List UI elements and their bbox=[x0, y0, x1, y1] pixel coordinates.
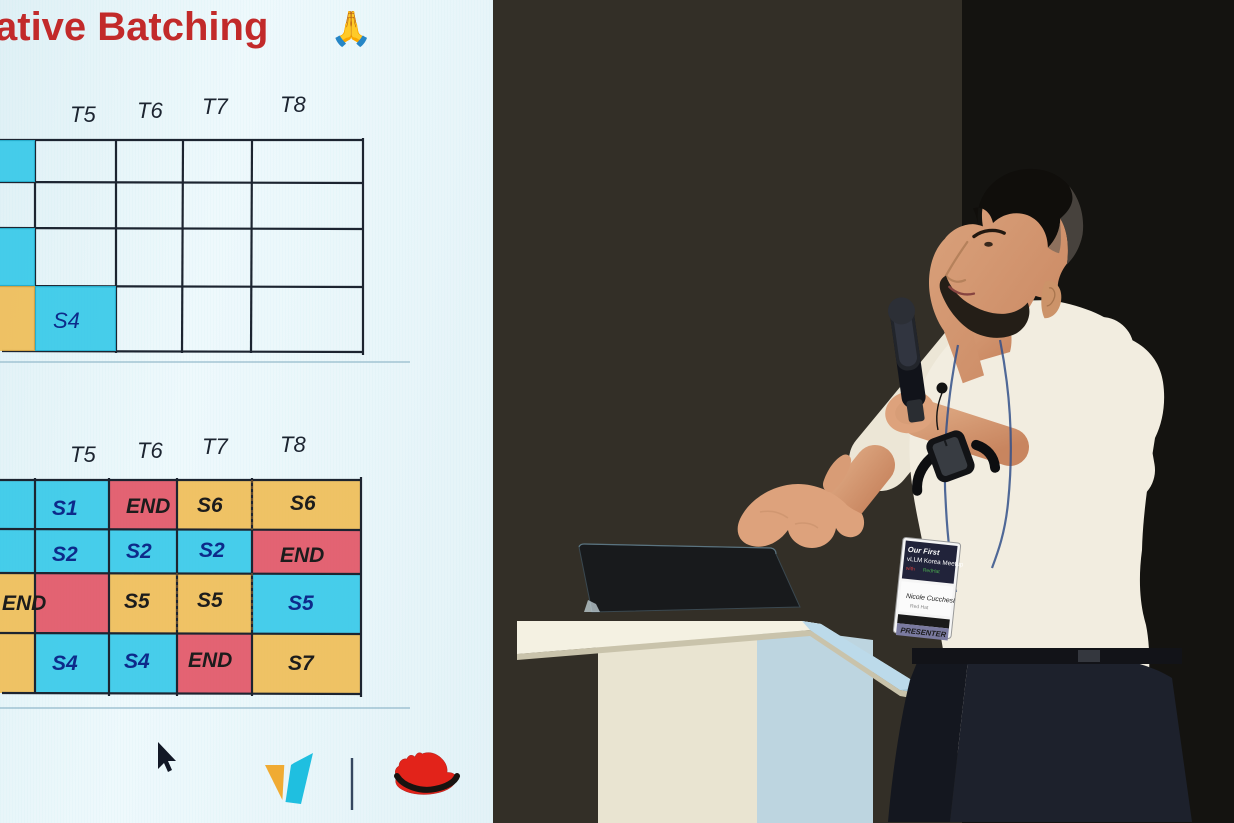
svg-text:T8: T8 bbox=[280, 432, 306, 457]
svg-text:ative Batching: ative Batching bbox=[0, 5, 268, 49]
svg-text:T6: T6 bbox=[137, 98, 163, 123]
svg-text:S6: S6 bbox=[197, 494, 223, 517]
svg-text:S6: S6 bbox=[290, 492, 316, 515]
svg-text:END: END bbox=[2, 592, 46, 615]
svg-text:S7: S7 bbox=[288, 652, 315, 675]
svg-text:S4: S4 bbox=[124, 650, 150, 673]
svg-text:S2: S2 bbox=[52, 543, 78, 566]
svg-text:S1: S1 bbox=[52, 497, 78, 520]
svg-text:T5: T5 bbox=[70, 102, 96, 127]
svg-text:T8: T8 bbox=[280, 92, 306, 117]
svg-text:END: END bbox=[188, 649, 232, 672]
svg-text:S4: S4 bbox=[53, 308, 80, 333]
svg-text:with: with bbox=[906, 566, 916, 573]
svg-text:S5: S5 bbox=[124, 590, 150, 613]
svg-text:S4: S4 bbox=[52, 652, 78, 675]
svg-text:T7: T7 bbox=[202, 434, 228, 459]
svg-text:🙏: 🙏 bbox=[330, 10, 372, 48]
svg-text:S5: S5 bbox=[197, 589, 223, 612]
svg-text:T7: T7 bbox=[202, 94, 228, 119]
svg-text:S5: S5 bbox=[288, 592, 314, 615]
svg-text:END: END bbox=[126, 495, 170, 518]
svg-text:END: END bbox=[280, 544, 324, 567]
svg-text:T6: T6 bbox=[137, 438, 163, 463]
svg-text:S2: S2 bbox=[126, 540, 152, 563]
svg-text:T5: T5 bbox=[70, 442, 96, 467]
svg-text:S2: S2 bbox=[199, 539, 225, 562]
